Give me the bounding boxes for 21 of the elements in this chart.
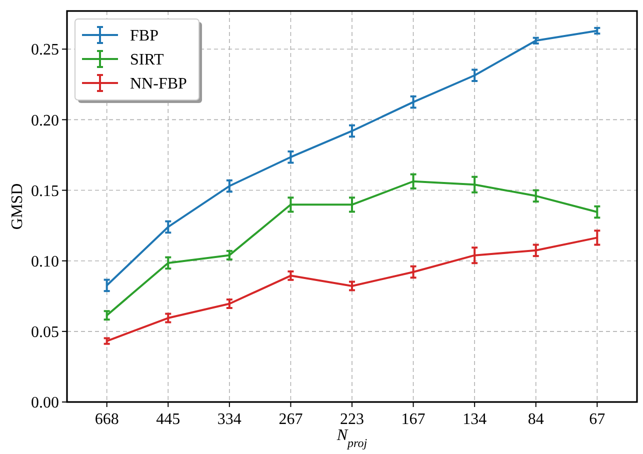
y-tick-label: 0.20 bbox=[31, 112, 59, 130]
y-tick-label: 0.15 bbox=[31, 182, 59, 200]
x-tick-label: 334 bbox=[217, 411, 242, 428]
legend-label: SIRT bbox=[130, 52, 164, 69]
y-axis-title: GMSD bbox=[9, 183, 26, 230]
x-tick-label: 84 bbox=[528, 411, 544, 428]
x-tick-label: 267 bbox=[278, 411, 303, 428]
x-axis-title: N$_{proj}$ bbox=[336, 427, 368, 450]
x-tick-label: 167 bbox=[401, 411, 426, 428]
legend-label: NN-FBP bbox=[130, 76, 188, 93]
x-tick-label: 223 bbox=[340, 411, 364, 428]
y-tick-label: 0.25 bbox=[31, 42, 59, 59]
x-tick-label: 445 bbox=[156, 411, 180, 428]
y-tick-label: 0.10 bbox=[31, 253, 59, 270]
line-series bbox=[106, 30, 598, 286]
x-tick-label: 668 bbox=[94, 411, 119, 428]
x-tick-label: 134 bbox=[462, 411, 487, 428]
y-tick-label: 0.00 bbox=[31, 394, 59, 412]
legend-label: FBP bbox=[130, 28, 159, 45]
x-tick-label: 67 bbox=[589, 411, 606, 428]
y-tick-label: 0.05 bbox=[31, 324, 59, 342]
